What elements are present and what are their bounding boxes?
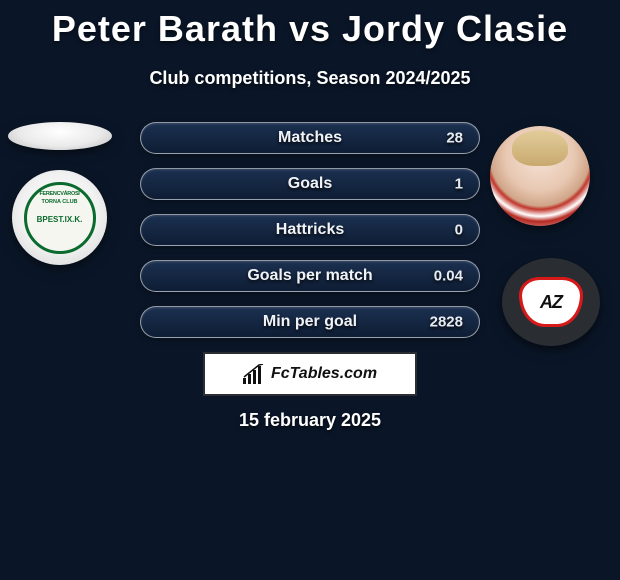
club-left-badge-inner: BPEST.IX.K. [24,182,96,254]
stat-label: Hattricks [276,221,344,239]
stat-value-right: 0 [455,222,463,239]
stat-value-right: 2828 [430,314,463,331]
player-left-avatar [8,122,112,150]
club-right-badge: AZ [502,258,600,346]
fctables-attribution[interactable]: FcTables.com [203,352,417,396]
stat-label: Goals [288,175,332,193]
club-left-code: BPEST.IX.K. [37,216,83,225]
stat-value-right: 28 [446,130,463,147]
subtitle: Club competitions, Season 2024/2025 [0,68,620,89]
stat-value-right: 1 [455,176,463,193]
page-title: Peter Barath vs Jordy Clasie [0,0,620,50]
date-label: 15 february 2025 [239,410,381,431]
club-left-badge: BPEST.IX.K. [12,170,107,265]
stat-row-goals-per-match: Goals per match 0.04 [140,260,480,292]
player-right-avatar [490,126,590,226]
stats-container: Matches 28 Goals 1 Hattricks 0 Goals per… [140,122,480,352]
club-right-badge-text: AZ [519,277,583,327]
stat-row-hattricks: Hattricks 0 [140,214,480,246]
fctables-label: FcTables.com [271,365,377,383]
stat-label: Goals per match [247,267,372,285]
stat-row-min-per-goal: Min per goal 2828 [140,306,480,338]
stat-row-matches: Matches 28 [140,122,480,154]
bar-chart-icon [243,364,265,384]
stat-label: Matches [278,129,342,147]
stat-value-right: 0.04 [434,268,463,285]
stat-label: Min per goal [263,313,357,331]
stat-row-goals: Goals 1 [140,168,480,200]
